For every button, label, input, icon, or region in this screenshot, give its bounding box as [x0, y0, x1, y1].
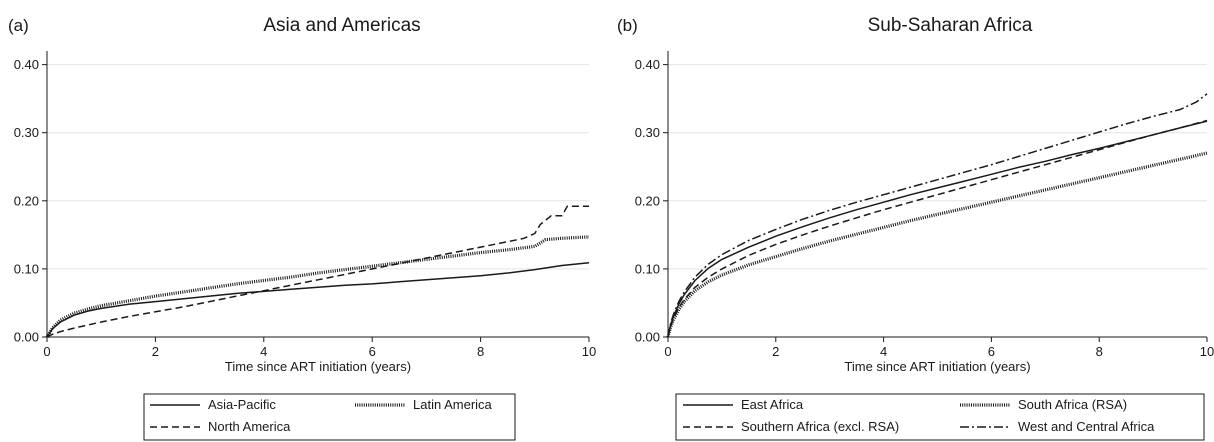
y-tick-label: 0.40	[14, 57, 39, 72]
x-tick-label: 8	[1096, 344, 1103, 359]
y-tick-label: 0.20	[14, 193, 39, 208]
panel-label: (a)	[8, 16, 29, 35]
x-tick-label: 0	[664, 344, 671, 359]
y-tick-label: 0.20	[635, 193, 660, 208]
x-tick-label: 6	[369, 344, 376, 359]
x-tick-label: 2	[772, 344, 779, 359]
chart-panel-2: (b) Sub-Saharan Africa 0.00 0.10 0.20 0.30 0.4…	[617, 15, 1214, 441]
series-line-4	[667, 93, 1208, 338]
legend-label: North America	[208, 419, 291, 434]
x-tick-label: 4	[880, 344, 887, 359]
chart-title: Asia and Americas	[263, 15, 420, 36]
chart-panel-1: (a) Asia and Americas 0.00 0.10 0.20 0.30 0.40…	[8, 15, 596, 441]
legend: Asia-Pacific Latin America North America	[143, 393, 516, 441]
y-tick-label: 0.40	[635, 57, 660, 72]
panel-label: (b)	[617, 16, 638, 35]
series-line-2	[45, 235, 590, 338]
chart-title: Sub-Saharan Africa	[868, 15, 1033, 36]
series-line-3	[667, 119, 1208, 338]
legend-label: South Africa (RSA)	[1018, 397, 1127, 412]
y-tick-label: 0.10	[635, 261, 660, 276]
x-tick-label: 10	[1200, 344, 1214, 359]
series-line-1	[46, 262, 590, 338]
series-line-3	[46, 205, 589, 338]
y-tick-label: 0.30	[635, 125, 660, 140]
x-tick-label: 10	[582, 344, 596, 359]
x-tick-label: 2	[152, 344, 159, 359]
x-axis-title: Time since ART initiation (years)	[844, 359, 1030, 374]
series-line-1	[667, 120, 1208, 338]
x-tick-label: 6	[988, 344, 995, 359]
legend-label: Latin America	[413, 397, 493, 412]
legend-box	[675, 393, 1205, 441]
series-line-2	[666, 151, 1208, 338]
legend-box	[143, 393, 516, 441]
y-tick-label: 0.00	[635, 330, 660, 345]
x-tick-label: 8	[477, 344, 484, 359]
y-tick-label: 0.30	[14, 125, 39, 140]
legend-label: East Africa	[741, 397, 804, 412]
legend-label: Asia-Pacific	[208, 397, 276, 412]
legend-label: West and Central Africa	[1018, 419, 1155, 434]
y-tick-label: 0.00	[14, 330, 39, 345]
x-tick-label: 4	[260, 344, 267, 359]
y-tick-label: 0.10	[14, 261, 39, 276]
x-axis-title: Time since ART initiation (years)	[225, 359, 411, 374]
x-tick-label: 0	[43, 344, 50, 359]
legend: East Africa South Africa (RSA) Southern Af…	[675, 393, 1205, 441]
legend-label: Southern Africa (excl. RSA)	[741, 419, 899, 434]
